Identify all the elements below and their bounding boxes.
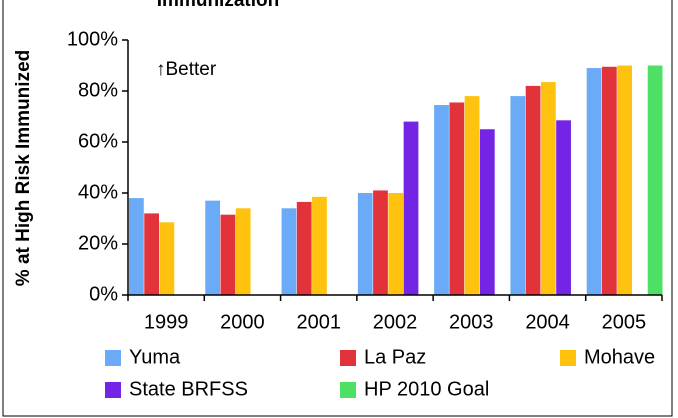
bar bbox=[235, 208, 251, 295]
x-tick-label: 2005 bbox=[602, 311, 647, 333]
legend-label: HP 2010 Goal bbox=[364, 378, 489, 400]
bar bbox=[540, 82, 556, 295]
legend-swatch bbox=[105, 350, 121, 366]
bar bbox=[617, 65, 632, 295]
x-tick-label: 2002 bbox=[373, 311, 418, 333]
chart-title: Immunization bbox=[157, 0, 279, 11]
bar bbox=[144, 213, 160, 295]
bar bbox=[357, 193, 373, 295]
y-tick-label: 100% bbox=[67, 28, 118, 50]
legend-label: La Paz bbox=[364, 346, 426, 368]
y-tick-label: 80% bbox=[78, 79, 118, 101]
y-tick-label: 60% bbox=[78, 130, 118, 152]
annotation: ↑Better bbox=[156, 59, 217, 80]
bar bbox=[464, 96, 480, 295]
legend-swatch bbox=[340, 382, 356, 398]
legend-swatch bbox=[560, 350, 576, 366]
bar bbox=[479, 129, 495, 295]
legend-label: Yuma bbox=[129, 346, 181, 368]
bar bbox=[220, 214, 236, 295]
bar bbox=[525, 85, 541, 296]
bar bbox=[556, 120, 571, 295]
x-tick-label: 1999 bbox=[144, 311, 189, 333]
x-tick-label: 2000 bbox=[220, 311, 265, 333]
y-tick-label: 40% bbox=[78, 181, 118, 203]
y-tick-label: 20% bbox=[78, 232, 118, 254]
legend-swatch bbox=[105, 382, 121, 398]
bar bbox=[601, 66, 617, 296]
bar bbox=[205, 200, 221, 295]
bar bbox=[449, 102, 465, 295]
bar bbox=[510, 96, 526, 295]
y-tick-label: 0% bbox=[89, 283, 118, 305]
bar bbox=[586, 68, 602, 295]
bar bbox=[403, 121, 419, 295]
x-tick-label: 2001 bbox=[296, 311, 341, 333]
legend-swatch bbox=[340, 350, 356, 366]
bar bbox=[159, 222, 175, 295]
x-tick-label: 2003 bbox=[449, 311, 494, 333]
legend-label: Mohave bbox=[584, 346, 655, 368]
bar bbox=[373, 190, 388, 295]
bar bbox=[312, 196, 327, 295]
bar bbox=[296, 201, 312, 295]
y-axis-label: % at High Risk Immunized bbox=[13, 50, 34, 286]
bar bbox=[388, 193, 404, 295]
bar bbox=[647, 65, 663, 295]
bar bbox=[281, 208, 297, 295]
x-tick-label: 2004 bbox=[525, 311, 570, 333]
bar bbox=[129, 198, 144, 295]
legend-label: State BRFSS bbox=[129, 378, 248, 400]
bar bbox=[434, 105, 449, 296]
